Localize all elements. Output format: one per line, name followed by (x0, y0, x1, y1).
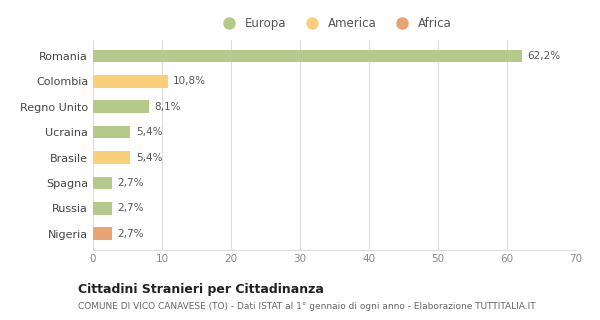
Text: 2,7%: 2,7% (117, 178, 143, 188)
Bar (93, 126, 130, 139)
Bar (93, 151, 130, 164)
Text: 2,7%: 2,7% (117, 203, 143, 213)
Text: Cittadini Stranieri per Cittadinanza: Cittadini Stranieri per Cittadinanza (78, 283, 324, 296)
Text: 5,4%: 5,4% (136, 127, 162, 137)
Bar (93, 202, 112, 215)
Bar (93, 75, 167, 88)
Bar (93, 100, 149, 113)
Text: 2,7%: 2,7% (117, 229, 143, 239)
Text: 62,2%: 62,2% (528, 51, 561, 61)
Text: 8,1%: 8,1% (154, 102, 181, 112)
Bar (93, 228, 112, 240)
Text: COMUNE DI VICO CANAVESE (TO) - Dati ISTAT al 1° gennaio di ogni anno - Elaborazi: COMUNE DI VICO CANAVESE (TO) - Dati ISTA… (78, 302, 536, 311)
Bar (93, 50, 522, 62)
Bar (93, 177, 112, 189)
Text: 5,4%: 5,4% (136, 153, 162, 163)
Text: 10,8%: 10,8% (173, 76, 206, 86)
Legend: Europa, America, Africa: Europa, America, Africa (213, 12, 456, 35)
